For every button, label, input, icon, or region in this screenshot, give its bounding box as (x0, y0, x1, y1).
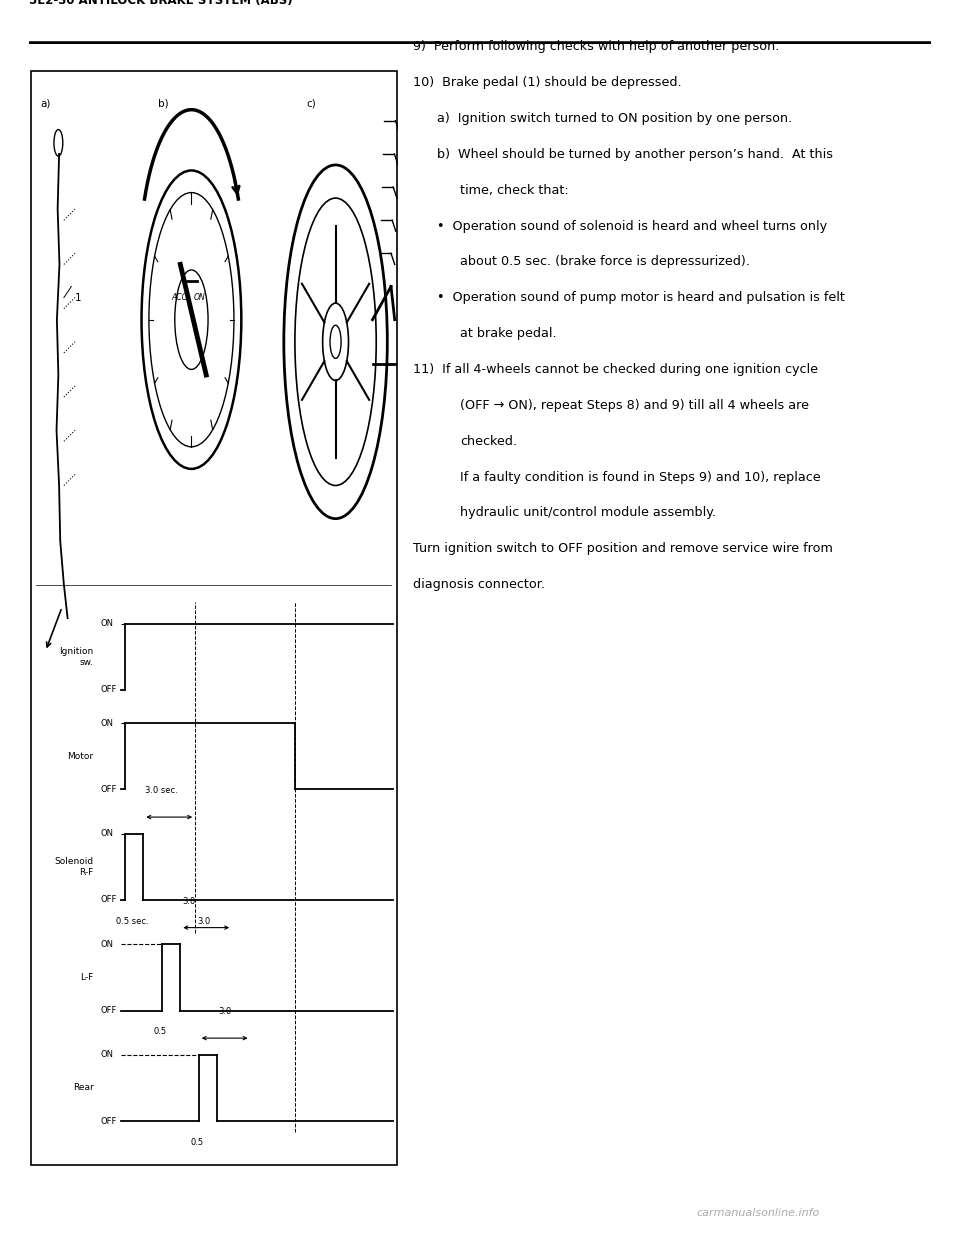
Text: •  Operation sound of solenoid is heard and wheel turns only: • Operation sound of solenoid is heard a… (437, 220, 827, 232)
Text: a)  Ignition switch turned to ON position by one person.: a) Ignition switch turned to ON position… (437, 112, 792, 125)
Text: Turn ignition switch to OFF position and remove service wire from: Turn ignition switch to OFF position and… (413, 542, 832, 556)
Text: ON: ON (101, 619, 114, 629)
Text: about 0.5 sec. (brake force is depressurized).: about 0.5 sec. (brake force is depressur… (461, 256, 750, 268)
Text: Solenoid
R-F: Solenoid R-F (55, 857, 93, 877)
Text: at brake pedal.: at brake pedal. (461, 327, 557, 340)
Text: 9)  Perform following checks with help of another person.: 9) Perform following checks with help of… (413, 41, 780, 53)
Circle shape (330, 325, 341, 358)
Text: 3.0 sec.: 3.0 sec. (145, 785, 178, 795)
Text: Ignition
sw.: Ignition sw. (60, 647, 93, 667)
Text: If a faulty condition is found in Steps 9) and 10), replace: If a faulty condition is found in Steps … (461, 471, 821, 484)
Text: checked.: checked. (461, 435, 517, 448)
Text: c): c) (306, 99, 316, 109)
Text: ON: ON (101, 829, 114, 839)
Text: b)  Wheel should be turned by another person’s hand.  At this: b) Wheel should be turned by another per… (437, 148, 832, 161)
Text: Rear: Rear (73, 1083, 93, 1093)
Text: L-F: L-F (81, 973, 93, 982)
Text: 3.0: 3.0 (182, 897, 196, 905)
Text: OFF: OFF (101, 895, 117, 904)
Text: 5E2-30 ANTILOCK BRAKE SYSTEM (ABS): 5E2-30 ANTILOCK BRAKE SYSTEM (ABS) (29, 0, 293, 7)
Text: carmanualsonline.info: carmanualsonline.info (697, 1208, 820, 1219)
Text: ACC: ACC (171, 293, 187, 303)
Text: 3.0: 3.0 (197, 916, 210, 925)
Text: OFF: OFF (101, 685, 117, 694)
Text: ON: ON (101, 719, 114, 727)
Text: 0.5 sec.: 0.5 sec. (116, 916, 149, 925)
Text: diagnosis connector.: diagnosis connector. (413, 578, 544, 592)
Text: OFF: OFF (101, 1116, 117, 1125)
Text: 0.5: 0.5 (190, 1137, 204, 1146)
Text: 3.0: 3.0 (218, 1007, 231, 1016)
Text: 0.5: 0.5 (154, 1028, 167, 1036)
Text: b): b) (158, 99, 169, 109)
Text: ON: ON (101, 1050, 114, 1060)
Text: 10)  Brake pedal (1) should be depressed.: 10) Brake pedal (1) should be depressed. (413, 77, 682, 89)
Text: Motor: Motor (67, 752, 93, 761)
Text: OFF: OFF (101, 1007, 117, 1015)
Text: (OFF → ON), repeat Steps 8) and 9) till all 4 wheels are: (OFF → ON), repeat Steps 8) and 9) till … (461, 399, 809, 411)
Text: ON: ON (193, 293, 205, 303)
FancyBboxPatch shape (31, 70, 396, 1166)
Text: hydraulic unit/control module assembly.: hydraulic unit/control module assembly. (461, 506, 716, 520)
Text: •  Operation sound of pump motor is heard and pulsation is felt: • Operation sound of pump motor is heard… (437, 291, 845, 304)
Text: 1: 1 (75, 293, 82, 303)
Text: 11)  If all 4-wheels cannot be checked during one ignition cycle: 11) If all 4-wheels cannot be checked du… (413, 363, 818, 375)
Text: ON: ON (101, 940, 114, 948)
Text: time, check that:: time, check that: (461, 184, 569, 196)
Text: OFF: OFF (101, 785, 117, 794)
Text: a): a) (40, 99, 50, 109)
